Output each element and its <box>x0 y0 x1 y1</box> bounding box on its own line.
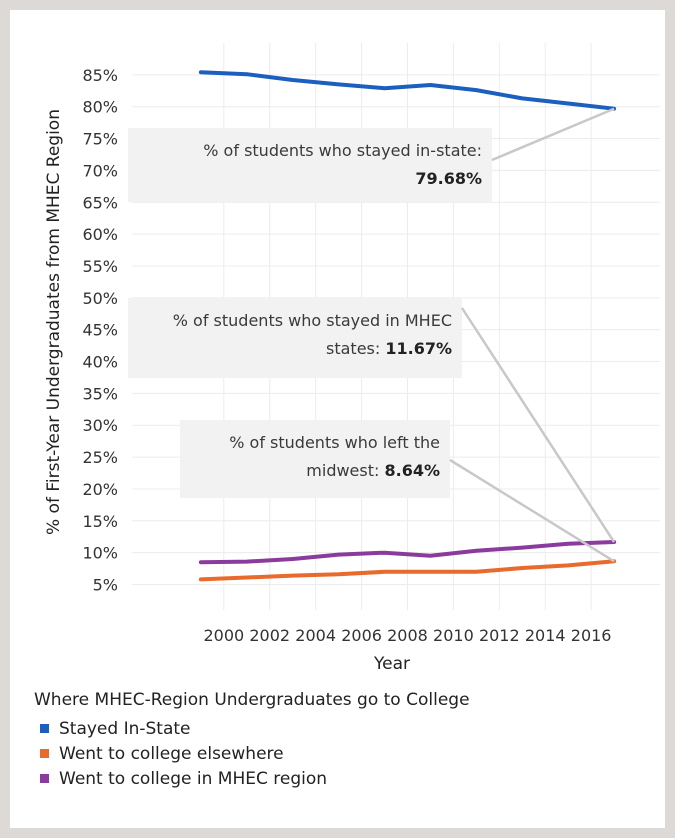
annotation-label: midwest: <box>306 461 384 480</box>
annotation-text: % of students who left the <box>229 433 440 452</box>
x-tick-labels: 2000 2002 2004 2006 2008 2010 2012 2014 2016 <box>203 626 611 645</box>
annotation: % of students who stayed in MHEC states: … <box>128 298 616 543</box>
annotation-text: 79.68% <box>415 169 482 188</box>
annotation-text: % of students who stayed in-state: <box>203 141 482 160</box>
y-tick-label: 60% <box>82 225 118 244</box>
y-tick-label: 75% <box>82 130 118 149</box>
annotation-box <box>128 298 462 378</box>
annotations: % of students who stayed in-state: 79.68%… <box>128 107 616 563</box>
x-axis-title: Year <box>373 654 410 674</box>
y-tick-label: 50% <box>82 289 118 308</box>
x-tick-label: 2016 <box>571 626 612 645</box>
legend-label: Went to college elsewhere <box>59 743 284 764</box>
y-axis-title: % of First-Year Undergraduates from MHEC… <box>44 109 64 535</box>
annotation: % of students who left the midwest: 8.64% <box>180 420 615 563</box>
x-tick-label: 2004 <box>295 626 336 645</box>
y-tick-label: 30% <box>82 416 118 435</box>
legend: Where MHEC-Region Undergraduates go to C… <box>34 690 470 791</box>
annotation-text: % of students who stayed in MHEC <box>173 311 452 330</box>
x-tick-label: 2000 <box>203 626 244 645</box>
y-tick-label: 80% <box>82 98 118 117</box>
x-tick-label: 2008 <box>387 626 428 645</box>
x-tick-label: 2010 <box>433 626 474 645</box>
y-tick-label: 65% <box>82 193 118 212</box>
legend-label: Stayed In-State <box>59 718 191 739</box>
annotation-connector <box>449 458 615 563</box>
series-lines <box>198 70 617 582</box>
y-tick-label: 20% <box>82 480 118 499</box>
annotation-text: states: 11.67% <box>326 339 452 358</box>
legend-item: Stayed In-State <box>34 716 470 741</box>
y-tick-label: 35% <box>82 384 118 403</box>
y-tick-label: 45% <box>82 321 118 340</box>
legend-label: Went to college in MHEC region <box>59 768 328 789</box>
series-line <box>198 70 617 111</box>
y-tick-label: 15% <box>82 512 118 531</box>
y-tick-label: 5% <box>93 576 118 595</box>
series-line <box>198 540 617 565</box>
annotation-label: % of students who left the <box>229 433 440 452</box>
annotation-label: % of students who stayed in-state: <box>203 141 482 160</box>
annotation-box <box>128 128 492 202</box>
annotation-label: states: <box>326 339 385 358</box>
legend-item: Went to college elsewhere <box>34 741 470 766</box>
annotation-label: % of students who stayed in MHEC <box>173 311 452 330</box>
series-line <box>198 559 617 582</box>
y-tick-label: 25% <box>82 448 118 467</box>
annotation-connector <box>460 307 616 543</box>
legend-swatch <box>40 774 49 783</box>
y-tick-labels: 5% 10% 15% 20% 25% 30% 35% 40% 45% 50% 55% 60% 65% 70… <box>82 66 118 595</box>
annotation-connector <box>491 107 615 162</box>
annotation-value: 79.68% <box>415 169 482 188</box>
annotation-value: 11.67% <box>385 339 452 358</box>
y-tick-label: 70% <box>82 161 118 180</box>
annotation-box <box>180 420 450 498</box>
y-tick-label: 85% <box>82 66 118 85</box>
y-tick-label: 10% <box>82 544 118 563</box>
chart-card: 5% 10% 15% 20% 25% 30% 35% 40% 45% 50% 55% 60% 65% 70… <box>10 10 665 828</box>
x-tick-label: 2002 <box>249 626 290 645</box>
legend-items: Stayed In-State Went to college elsewhere… <box>34 716 470 791</box>
x-tick-label: 2014 <box>525 626 566 645</box>
y-tick-label: 40% <box>82 353 118 372</box>
x-tick-label: 2012 <box>479 626 520 645</box>
line-chart: 5% 10% 15% 20% 25% 30% 35% 40% 45% 50% 55% 60% 65% 70… <box>44 43 660 674</box>
legend-swatch <box>40 724 49 733</box>
annotation: % of students who stayed in-state: 79.68% <box>128 107 615 202</box>
annotation-text: midwest: 8.64% <box>306 461 440 480</box>
legend-swatch <box>40 749 49 758</box>
y-tick-label: 55% <box>82 257 118 276</box>
legend-title: Where MHEC-Region Undergraduates go to C… <box>34 690 470 710</box>
legend-item: Went to college in MHEC region <box>34 766 470 791</box>
annotation-value: 8.64% <box>384 461 440 480</box>
x-tick-label: 2006 <box>341 626 382 645</box>
